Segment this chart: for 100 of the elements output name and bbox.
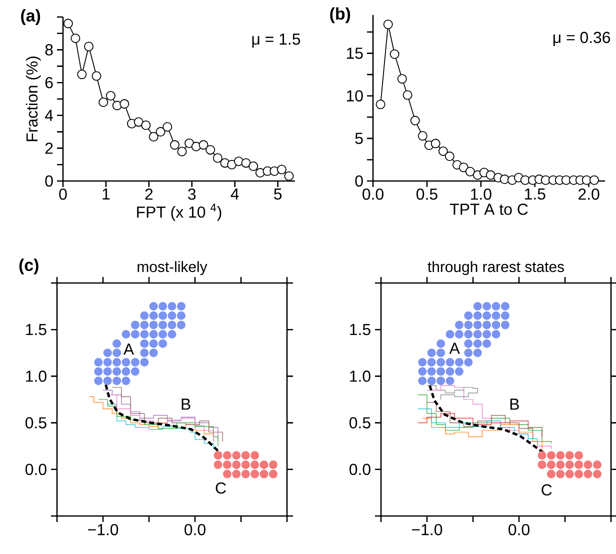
point xyxy=(397,74,407,84)
point xyxy=(556,451,565,460)
point xyxy=(103,376,112,386)
point xyxy=(106,90,116,100)
point xyxy=(140,358,149,366)
point xyxy=(112,358,122,366)
point xyxy=(222,451,232,460)
point xyxy=(390,49,400,59)
point xyxy=(268,470,278,478)
point xyxy=(438,146,448,156)
point xyxy=(383,20,393,30)
x-tick-label: 0.0 xyxy=(362,188,384,200)
point xyxy=(482,339,492,348)
point xyxy=(446,358,454,366)
point xyxy=(473,311,482,320)
point xyxy=(464,311,473,320)
point xyxy=(464,348,473,358)
y-tick-label: 6 xyxy=(45,76,53,88)
point xyxy=(130,367,140,376)
point xyxy=(232,460,241,469)
x-axis-title: TPT A to C xyxy=(450,204,528,215)
point xyxy=(149,320,158,330)
point xyxy=(94,367,103,376)
point xyxy=(149,348,158,358)
point xyxy=(268,460,278,469)
point xyxy=(260,460,268,469)
point xyxy=(492,302,500,311)
point xyxy=(410,116,420,126)
point xyxy=(446,367,454,376)
annotation: A xyxy=(449,342,460,354)
point xyxy=(538,460,546,469)
point xyxy=(232,451,241,460)
x-tick-label: 2.0 xyxy=(578,188,600,200)
point xyxy=(148,132,158,142)
point xyxy=(232,470,241,478)
point xyxy=(418,367,427,376)
point xyxy=(122,367,130,376)
point xyxy=(158,330,168,339)
chart-title: most-likely xyxy=(138,261,208,276)
point xyxy=(122,376,130,386)
point xyxy=(120,99,130,109)
y-tick-label: 0.5 xyxy=(350,417,370,428)
point xyxy=(98,98,108,108)
point xyxy=(222,470,232,478)
point xyxy=(454,330,464,339)
point xyxy=(446,376,454,386)
point xyxy=(248,161,258,171)
point xyxy=(427,358,436,366)
x-tick-label: 0.0 xyxy=(508,524,530,536)
point xyxy=(376,100,386,110)
point xyxy=(156,127,166,137)
point xyxy=(177,146,187,156)
point xyxy=(234,156,244,166)
point xyxy=(158,311,168,320)
point xyxy=(418,131,428,141)
point xyxy=(454,358,464,366)
y-tick-label: 0.5 xyxy=(25,417,46,428)
point xyxy=(130,330,140,339)
point xyxy=(546,460,556,469)
point xyxy=(538,451,546,460)
point xyxy=(284,171,294,181)
point xyxy=(214,451,222,460)
point xyxy=(255,168,265,178)
x-tick-label: 4 xyxy=(230,188,239,200)
y-tick-label: 0.0 xyxy=(25,464,46,476)
point xyxy=(176,311,186,320)
point xyxy=(149,311,158,320)
point xyxy=(464,358,473,366)
point xyxy=(250,460,260,469)
x-axis-title: FPT (x 10 $^{4}$) xyxy=(137,204,222,221)
point xyxy=(212,153,222,163)
point xyxy=(260,470,268,478)
point xyxy=(500,302,510,311)
point xyxy=(250,470,260,478)
y-tick-label: 0 xyxy=(355,175,363,187)
point xyxy=(546,470,556,478)
x-tick-label: 0.0 xyxy=(184,524,206,536)
point xyxy=(241,158,251,168)
point xyxy=(176,302,186,311)
point xyxy=(140,348,149,358)
point xyxy=(134,117,144,127)
point xyxy=(158,339,168,348)
point xyxy=(112,339,122,348)
point xyxy=(589,175,599,185)
point xyxy=(418,358,427,366)
point xyxy=(427,348,436,358)
y-tick-label: 5 xyxy=(355,132,363,144)
point xyxy=(436,376,446,386)
point xyxy=(250,451,260,460)
point xyxy=(241,460,250,469)
point xyxy=(241,451,250,460)
point xyxy=(574,460,584,469)
point xyxy=(122,330,130,339)
point xyxy=(436,339,446,348)
y-tick-label: 2 xyxy=(45,142,53,154)
point xyxy=(140,339,149,348)
point xyxy=(584,460,592,469)
point xyxy=(473,302,482,311)
y-tick-label: 0 xyxy=(45,175,53,187)
point xyxy=(103,348,112,358)
